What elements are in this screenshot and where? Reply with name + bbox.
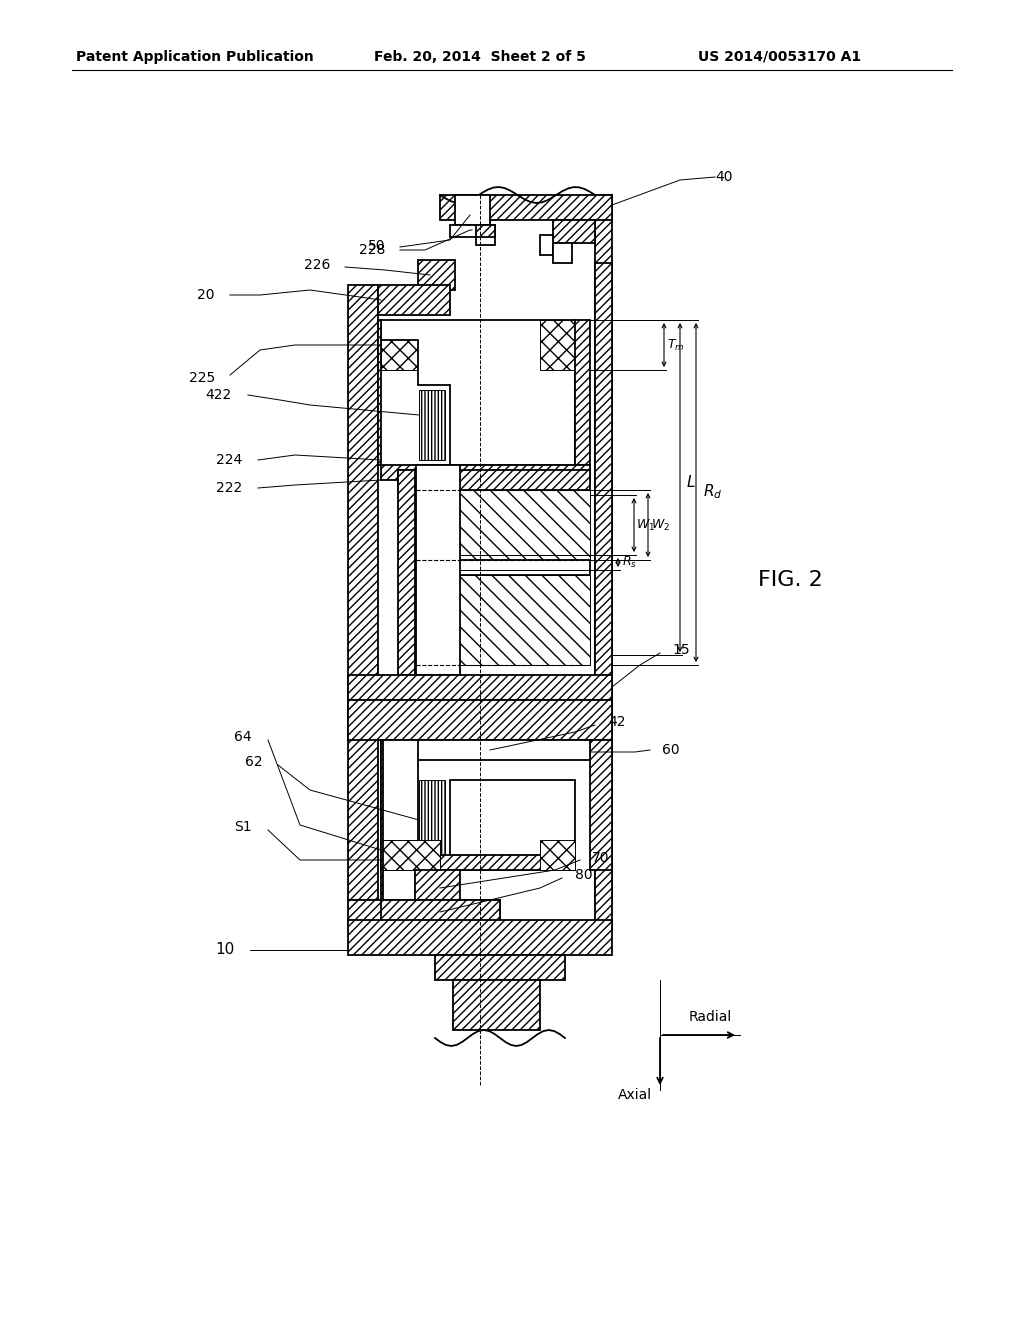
Polygon shape (348, 700, 612, 741)
Polygon shape (381, 900, 500, 925)
Text: 10: 10 (216, 942, 234, 957)
Polygon shape (381, 465, 590, 480)
Text: 228: 228 (358, 243, 385, 257)
Polygon shape (416, 490, 590, 560)
Text: 62: 62 (246, 755, 263, 770)
Text: US 2014/0053170 A1: US 2014/0053170 A1 (698, 50, 861, 63)
Text: 224: 224 (216, 453, 242, 467)
Polygon shape (450, 780, 575, 870)
Polygon shape (348, 285, 378, 900)
Polygon shape (540, 319, 575, 370)
Polygon shape (381, 319, 440, 370)
Polygon shape (553, 243, 572, 263)
Polygon shape (416, 576, 590, 665)
Text: 40: 40 (715, 170, 732, 183)
Polygon shape (435, 954, 565, 979)
Polygon shape (398, 470, 415, 675)
Polygon shape (590, 741, 612, 870)
Text: $L$: $L$ (686, 474, 695, 490)
Polygon shape (381, 741, 590, 760)
Polygon shape (595, 263, 612, 931)
Text: 222: 222 (216, 480, 242, 495)
Text: $R_s$: $R_s$ (623, 554, 638, 569)
Polygon shape (381, 840, 440, 870)
Polygon shape (553, 220, 595, 243)
Polygon shape (453, 979, 540, 1030)
Polygon shape (440, 195, 612, 220)
Polygon shape (381, 741, 418, 870)
Polygon shape (595, 195, 612, 900)
Polygon shape (455, 195, 490, 224)
Polygon shape (416, 465, 460, 675)
Text: $T_m$: $T_m$ (668, 338, 685, 352)
Polygon shape (450, 224, 495, 246)
Polygon shape (419, 389, 445, 459)
Text: 42: 42 (608, 715, 626, 729)
Polygon shape (381, 741, 383, 900)
Text: 70: 70 (592, 851, 609, 865)
Polygon shape (575, 319, 590, 465)
Polygon shape (418, 260, 455, 290)
Text: 50: 50 (368, 239, 385, 253)
Text: 15: 15 (672, 643, 689, 657)
Text: 422: 422 (206, 388, 232, 403)
Polygon shape (476, 224, 495, 238)
Text: 80: 80 (575, 869, 593, 882)
Text: 64: 64 (234, 730, 252, 744)
Text: Patent Application Publication: Patent Application Publication (76, 50, 314, 63)
Text: S1: S1 (234, 820, 252, 834)
Polygon shape (415, 870, 460, 900)
Polygon shape (540, 235, 553, 255)
Polygon shape (348, 900, 500, 925)
Text: $W_2$: $W_2$ (650, 517, 670, 532)
Polygon shape (398, 470, 590, 490)
Polygon shape (416, 560, 590, 576)
Polygon shape (381, 855, 575, 870)
Text: Feb. 20, 2014  Sheet 2 of 5: Feb. 20, 2014 Sheet 2 of 5 (374, 50, 586, 63)
Polygon shape (540, 840, 575, 870)
Text: $W_1$: $W_1$ (637, 517, 655, 532)
Text: Radial: Radial (688, 1010, 731, 1024)
Text: FIG. 2: FIG. 2 (758, 570, 822, 590)
Polygon shape (348, 920, 612, 954)
Text: 225: 225 (188, 371, 215, 385)
Polygon shape (348, 675, 612, 700)
Text: Axial: Axial (617, 1088, 652, 1102)
Text: 60: 60 (662, 743, 680, 756)
Polygon shape (378, 319, 381, 465)
Polygon shape (419, 780, 445, 855)
Polygon shape (381, 319, 575, 465)
Text: 20: 20 (198, 288, 215, 302)
Text: 226: 226 (304, 257, 330, 272)
Text: $R_d$: $R_d$ (703, 483, 723, 502)
Polygon shape (378, 285, 450, 315)
